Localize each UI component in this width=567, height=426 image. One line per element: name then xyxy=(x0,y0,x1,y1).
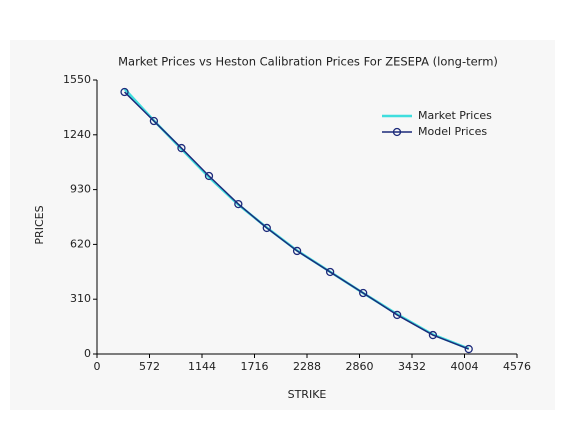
x-tick-label: 572 xyxy=(139,360,160,373)
legend-label: Model Prices xyxy=(418,125,487,138)
y-tick-label: 1550 xyxy=(63,73,91,86)
x-tick-label: 2288 xyxy=(293,360,321,373)
y-tick-label: 310 xyxy=(70,292,91,305)
x-tick-label: 4004 xyxy=(451,360,479,373)
x-tick-label: 3432 xyxy=(398,360,426,373)
x-tick-label: 0 xyxy=(94,360,101,373)
x-tick-label: 4576 xyxy=(503,360,531,373)
legend-label: Market Prices xyxy=(418,109,492,122)
y-tick-label: 620 xyxy=(70,237,91,250)
y-tick-label: 0 xyxy=(84,347,91,360)
chart-title: Market Prices vs Heston Calibration Pric… xyxy=(118,55,498,69)
chart: Market Prices vs Heston Calibration Pric… xyxy=(0,0,567,426)
y-tick-label: 1240 xyxy=(63,128,91,141)
y-axis-label: PRICES xyxy=(33,205,46,244)
x-tick-label: 1144 xyxy=(188,360,216,373)
x-tick-label: 1716 xyxy=(241,360,269,373)
y-tick-label: 930 xyxy=(70,183,91,196)
x-axis-label: STRIKE xyxy=(288,388,327,401)
x-tick-label: 2860 xyxy=(346,360,374,373)
